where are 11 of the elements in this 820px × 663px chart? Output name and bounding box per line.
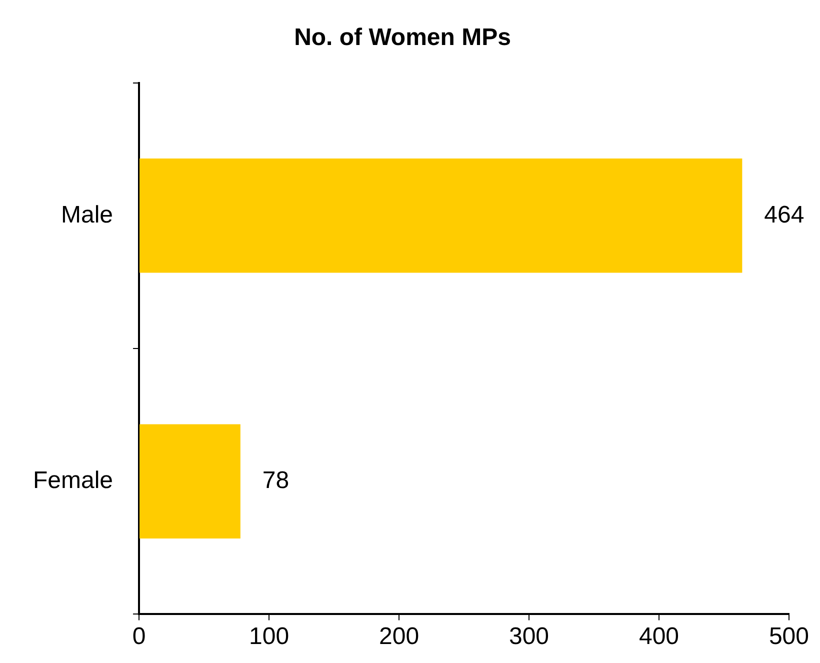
y-tick-label: Female [32,466,114,494]
y-tick-label: Male [60,201,114,228]
x-tick-label: 400 [638,623,680,650]
x-tick-label: 300 [508,623,550,650]
data-label: 464 [764,201,804,228]
data-label: 78 [262,466,290,494]
x-tick-label: 500 [768,623,809,650]
x-tick-label: 200 [378,623,420,650]
x-tick-label: 0 [132,623,146,650]
chart-title: No. of Women MPs [294,24,511,52]
x-tick-label: 100 [248,623,290,650]
